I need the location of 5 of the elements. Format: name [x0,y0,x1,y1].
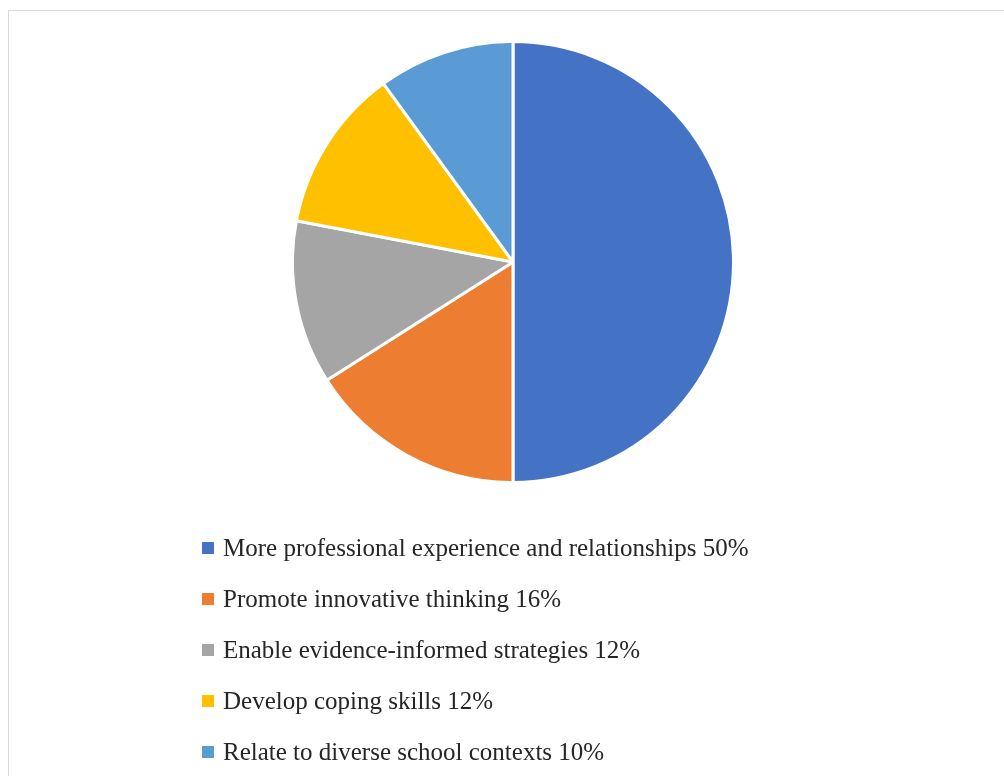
legend-label: Enable evidence-informed strategies 12% [223,635,641,664]
legend-label: Relate to diverse school contexts 10% [223,737,605,766]
legend-label: Promote innovative thinking 16% [223,584,562,613]
legend-label: Develop coping skills 12% [223,686,494,715]
legend-label: More professional experience and relationships 50% [223,533,749,562]
